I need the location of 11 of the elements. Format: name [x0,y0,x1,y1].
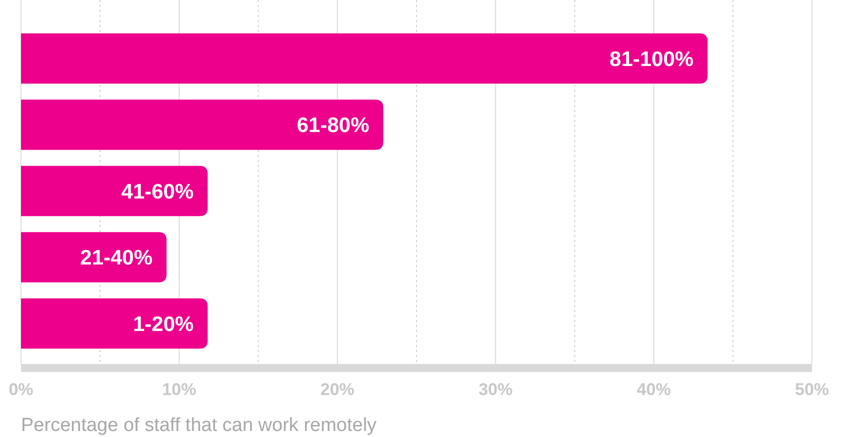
bar [21,100,384,150]
y-tick-label: 21-40% [80,246,153,270]
y-tick-label: 81-100% [610,48,694,71]
bar [21,166,208,216]
y-tick-label: 1-20% [132,312,194,336]
y-tick-label: 61-80% [296,114,370,138]
x-axis-title: Percentage of staff that can work remotely [21,415,378,436]
bar [21,33,708,84]
bar [21,232,167,282]
y-tick-label: 41-60% [121,180,194,204]
bar [21,298,208,349]
